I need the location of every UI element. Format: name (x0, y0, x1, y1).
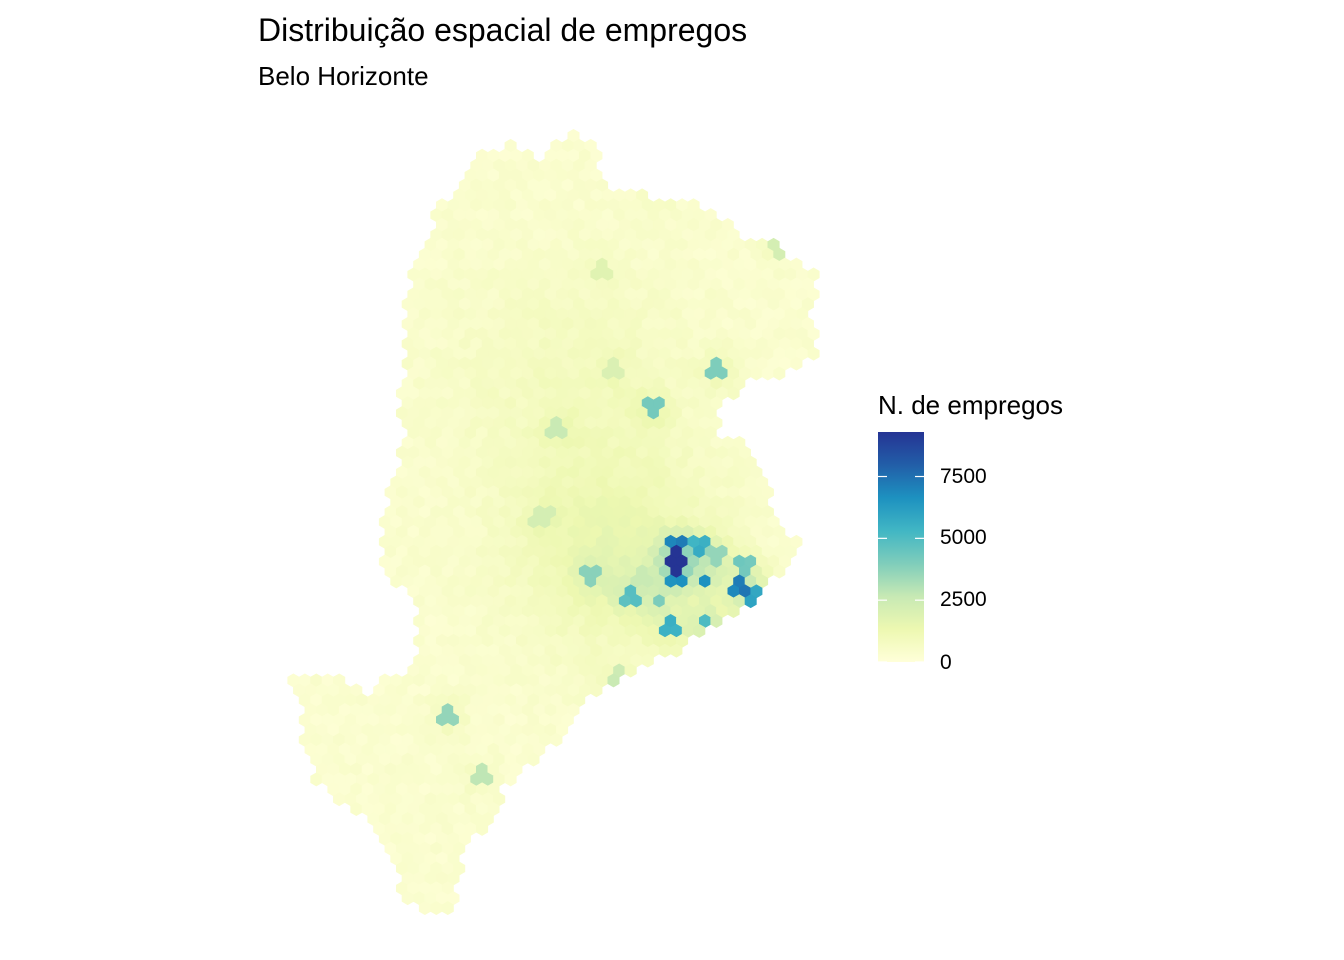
map-subtitle: Belo Horizonte (258, 61, 429, 91)
hex-cell (390, 574, 403, 589)
hex-cell (658, 643, 671, 658)
hex-cell (504, 772, 517, 787)
hex-cell (350, 802, 363, 817)
legend-title: N. de empregos (878, 390, 1063, 420)
legend-colorbar (878, 432, 924, 662)
hex-cell (727, 386, 740, 401)
legend-tick-label: 0 (940, 651, 952, 674)
hex-cell (727, 604, 740, 619)
hex-cell (744, 594, 757, 609)
hex-cell (550, 732, 563, 747)
hex-layer (287, 128, 820, 916)
hex-cell (418, 901, 431, 916)
hex-cell (401, 891, 414, 906)
hex-cell (441, 901, 454, 916)
hex-cell (590, 683, 603, 698)
hex-cell (670, 643, 683, 658)
hex-cell (790, 356, 803, 371)
hex-cell (333, 792, 346, 807)
hex-cell (641, 653, 654, 668)
hex-cell (310, 772, 323, 787)
hex-cell (527, 752, 540, 767)
map-title: Distribuição espacial de empregos (258, 12, 748, 48)
hex-cell (710, 614, 723, 628)
legend-tick-label: 2500 (940, 588, 987, 612)
hex-cell (624, 663, 637, 678)
hex-cell (430, 901, 443, 916)
hex-cell (607, 673, 620, 688)
hex-cell (693, 623, 706, 638)
hex-cell (773, 366, 786, 381)
hex-cell (476, 821, 489, 836)
legend-tick-label: 7500 (940, 464, 987, 488)
hex-cell (773, 564, 786, 579)
hex-cell (761, 366, 774, 381)
hex-cell (807, 346, 820, 361)
hex-cell (750, 366, 763, 381)
legend-tick-label: 5000 (940, 526, 987, 550)
